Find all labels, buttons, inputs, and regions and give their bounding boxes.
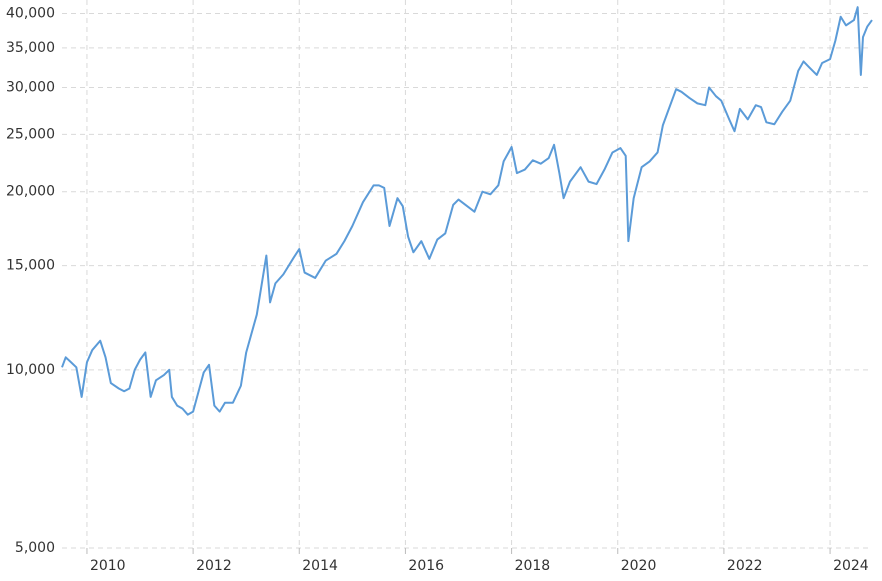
x-tick-label: 2016	[408, 558, 444, 574]
y-tick-label: 30,000	[6, 79, 55, 95]
y-tick-label: 5,000	[15, 540, 55, 556]
y-tick-label: 10,000	[6, 362, 55, 378]
x-tick-label: 2020	[621, 558, 657, 574]
x-tick-label: 2022	[727, 558, 763, 574]
y-tick-label: 40,000	[6, 6, 55, 22]
y-tick-label: 25,000	[6, 126, 55, 142]
y-tick-label: 15,000	[6, 258, 55, 274]
x-tick-label: 2010	[90, 558, 126, 574]
y-tick-label: 20,000	[6, 184, 55, 200]
x-tick-label: 2024	[833, 558, 869, 574]
y-tick-label: 35,000	[6, 40, 55, 56]
x-tick-label: 2012	[196, 558, 232, 574]
x-tick-label: 2018	[515, 558, 551, 574]
data-line	[61, 6, 873, 416]
x-tick-label: 2014	[302, 558, 338, 574]
